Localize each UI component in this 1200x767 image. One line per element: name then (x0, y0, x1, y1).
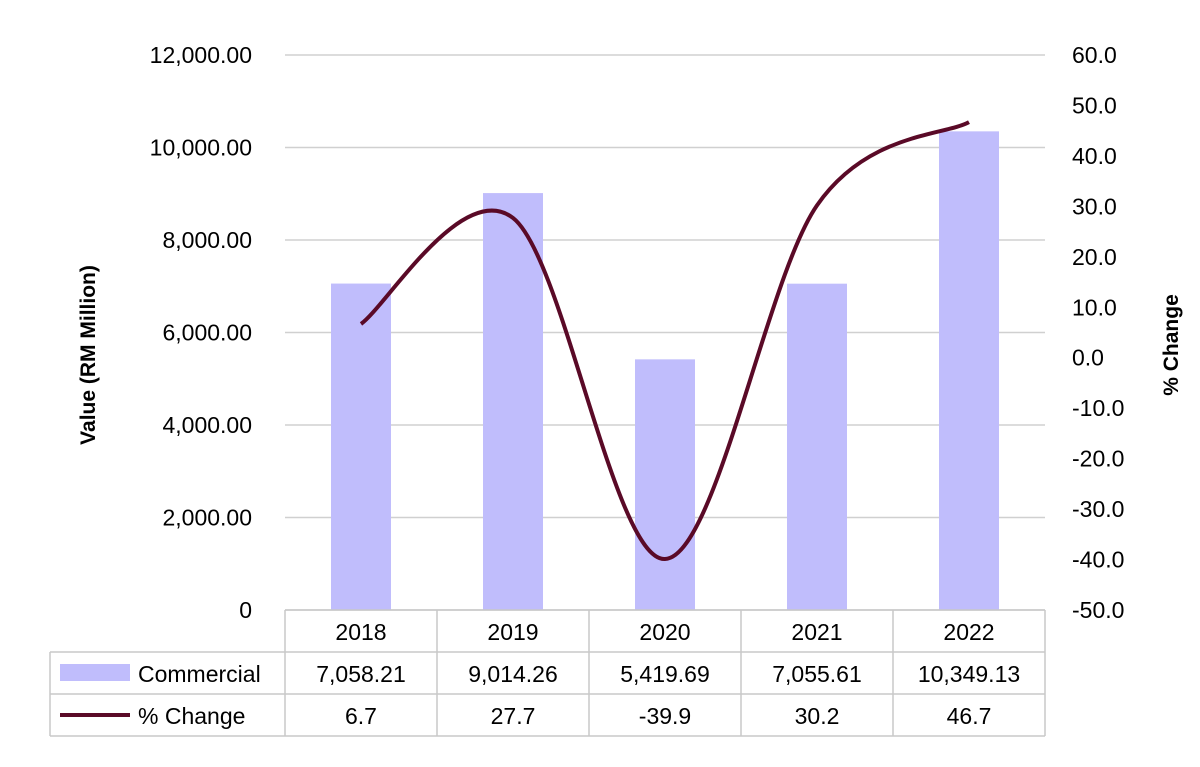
y-tick-label: 4,000.00 (162, 412, 252, 438)
table-cell: 5,419.69 (620, 661, 710, 687)
table-cell: 27.7 (491, 703, 536, 729)
y-tick-label: 2,000.00 (162, 505, 252, 531)
bar-2018 (331, 283, 391, 610)
y2-tick-label: -50.0 (1072, 597, 1124, 623)
table-cell: 10,349.13 (918, 661, 1020, 687)
y2-tick-label: 0.0 (1072, 345, 1104, 371)
bar-2020 (635, 359, 695, 610)
y2-tick-label: -30.0 (1072, 496, 1124, 522)
y2-tick-label: -40.0 (1072, 547, 1124, 573)
y-tick-label: 10,000.00 (150, 135, 252, 161)
bar-2021 (787, 283, 847, 610)
bar-2022 (939, 131, 999, 611)
y2-tick-label: 20.0 (1072, 244, 1117, 270)
table-cell: 7,055.61 (772, 661, 862, 687)
legend-swatch-commercial (60, 664, 130, 681)
bar-series-commercial (331, 131, 999, 611)
bar-2019 (483, 193, 543, 611)
legend-label: Commercial (138, 661, 261, 687)
x-tick-label: 2022 (943, 619, 994, 645)
y2-axis-title: % Change (1160, 294, 1183, 396)
table-cell: 46.7 (947, 703, 992, 729)
table-cell: 9,014.26 (468, 661, 558, 687)
y2-tick-label: 50.0 (1072, 92, 1117, 118)
x-tick-label: 2021 (791, 619, 842, 645)
y2-tick-label: 60.0 (1072, 42, 1117, 68)
y-axis-title: Value (RM Million) (77, 265, 100, 445)
table-cell: 6.7 (345, 703, 377, 729)
y2-tick-label: 40.0 (1072, 143, 1117, 169)
line-series-percent-change (359, 120, 970, 562)
x-tick-label: 2019 (487, 619, 538, 645)
y2-tick-label: 30.0 (1072, 193, 1117, 219)
y-tick-label: 12,000.00 (150, 42, 252, 68)
data-table: 2018 2019 2020 2021 2022 Commercial 7,058.21 9,… (49, 609, 1046, 737)
table-cell: -39.9 (639, 703, 691, 729)
right-axis-ticks: -50.0 -40.0 -30.0 -20.0 -10.0 0.0 10.0 20.0 30.0… (1072, 42, 1124, 623)
y2-tick-label: -10.0 (1072, 395, 1124, 421)
legend-label: % Change (138, 703, 245, 729)
table-cell: 7,058.21 (316, 661, 406, 687)
x-tick-label: 2020 (639, 619, 690, 645)
x-tick-label: 2018 (335, 619, 386, 645)
y2-tick-label: -20.0 (1072, 446, 1124, 472)
y2-tick-label: 10.0 (1072, 294, 1117, 320)
table-cell: 30.2 (795, 703, 840, 729)
y-tick-label: 6,000.00 (162, 320, 252, 346)
left-axis-ticks: 0 2,000.00 4,000.00 6,000.00 8,000.00 10,000.… (150, 42, 252, 623)
y-tick-label: 8,000.00 (162, 227, 252, 253)
y-tick-label: 0 (239, 597, 252, 623)
